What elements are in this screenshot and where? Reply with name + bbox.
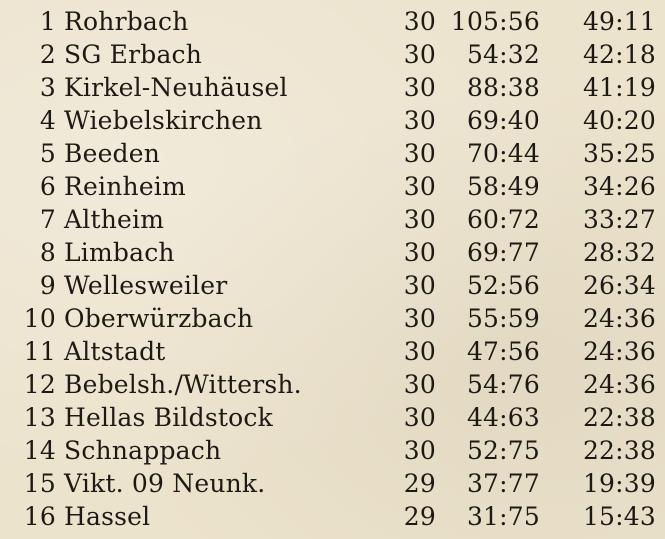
- team-name: Kirkel-Neuhäusel: [64, 73, 288, 102]
- goals: 47:56: [466, 337, 540, 366]
- points: 24:36: [582, 304, 656, 333]
- goals: 54:32: [466, 40, 540, 69]
- team-name: Altheim: [64, 205, 165, 234]
- table-row: 4 Wiebelskirchen 30 69:40 40:20: [0, 104, 665, 137]
- table-row: 11 Altstadt 30 47:56 24:36: [0, 335, 665, 368]
- team-name: Vikt. 09 Neunk.: [64, 469, 266, 498]
- team-name: Hassel: [64, 502, 151, 531]
- points: 15:43: [582, 502, 656, 531]
- table-row: 16 Hassel 29 31:75 15:43: [0, 500, 665, 533]
- rank: 15: [23, 469, 56, 498]
- points: 41:19: [582, 73, 656, 102]
- games-played: 30: [403, 7, 436, 36]
- goals: 88:38: [466, 73, 540, 102]
- team-name: Rohrbach: [64, 7, 189, 36]
- rank: 11: [23, 337, 56, 366]
- table-row: 3 Kirkel-Neuhäusel 30 88:38 41:19: [0, 71, 665, 104]
- team-name: Oberwürzbach: [64, 304, 254, 333]
- table-row: 1 Rohrbach 30 105:56 49:11: [0, 5, 665, 38]
- goals: 58:49: [466, 172, 540, 201]
- games-played: 30: [403, 370, 436, 399]
- points: 26:34: [582, 271, 656, 300]
- games-played: 30: [403, 172, 436, 201]
- table-row: 9 Wellesweiler 30 52:56 26:34: [0, 269, 665, 302]
- rank: 9: [39, 271, 56, 300]
- team-name: Altstadt: [64, 337, 166, 366]
- team-name: Schnappach: [64, 436, 222, 465]
- team-name: Limbach: [64, 238, 175, 267]
- goals: 31:75: [466, 502, 540, 531]
- points: 24:36: [582, 370, 656, 399]
- goals: 55:59: [466, 304, 540, 333]
- table-row: 7 Altheim 30 60:72 33:27: [0, 203, 665, 236]
- table-row: 13 Hellas Bildstock 30 44:63 22:38: [0, 401, 665, 434]
- table-row: 12 Bebelsh./Wittersh. 30 54:76 24:36: [0, 368, 665, 401]
- table-row: 6 Reinheim 30 58:49 34:26: [0, 170, 665, 203]
- games-played: 30: [403, 304, 436, 333]
- team-name: Hellas Bildstock: [64, 403, 273, 432]
- points: 24:36: [582, 337, 656, 366]
- table-row: 5 Beeden 30 70:44 35:25: [0, 137, 665, 170]
- games-played: 30: [403, 403, 436, 432]
- goals: 52:75: [466, 436, 540, 465]
- table-row: 14 Schnappach 30 52:75 22:38: [0, 434, 665, 467]
- games-played: 30: [403, 139, 436, 168]
- games-played: 30: [403, 106, 436, 135]
- rank: 3: [39, 73, 56, 102]
- points: 34:26: [582, 172, 656, 201]
- team-name: Bebelsh./Wittersh.: [64, 370, 302, 399]
- table-row: 15 Vikt. 09 Neunk. 29 37:77 19:39: [0, 467, 665, 500]
- games-played: 30: [403, 205, 436, 234]
- games-played: 30: [403, 238, 436, 267]
- games-played: 29: [403, 469, 436, 498]
- goals: 69:40: [466, 106, 540, 135]
- points: 22:38: [582, 436, 656, 465]
- games-played: 30: [403, 436, 436, 465]
- rank: 16: [23, 502, 56, 531]
- rank: 4: [39, 106, 56, 135]
- table-row: 8 Limbach 30 69:77 28:32: [0, 236, 665, 269]
- points: 49:11: [582, 7, 656, 36]
- table-row: 2 SG Erbach 30 54:32 42:18: [0, 38, 665, 71]
- rank: 13: [23, 403, 56, 432]
- games-played: 29: [403, 502, 436, 531]
- goals: 52:56: [466, 271, 540, 300]
- rank: 14: [23, 436, 56, 465]
- goals: 44:63: [466, 403, 540, 432]
- rank: 6: [39, 172, 56, 201]
- team-name: SG Erbach: [64, 40, 203, 69]
- points: 40:20: [582, 106, 656, 135]
- points: 19:39: [582, 469, 656, 498]
- table-row: 10 Oberwürzbach 30 55:59 24:36: [0, 302, 665, 335]
- rank: 10: [23, 304, 56, 333]
- goals: 37:77: [466, 469, 540, 498]
- goals: 105:56: [450, 7, 540, 36]
- rank: 12: [23, 370, 56, 399]
- goals: 60:72: [466, 205, 540, 234]
- games-played: 30: [403, 73, 436, 102]
- goals: 70:44: [466, 139, 540, 168]
- points: 22:38: [582, 403, 656, 432]
- rank: 5: [39, 139, 56, 168]
- team-name: Wiebelskirchen: [64, 106, 263, 135]
- rank: 7: [39, 205, 56, 234]
- rank: 2: [39, 40, 56, 69]
- goals: 69:77: [466, 238, 540, 267]
- games-played: 30: [403, 40, 436, 69]
- points: 35:25: [582, 139, 656, 168]
- games-played: 30: [403, 337, 436, 366]
- games-played: 30: [403, 271, 436, 300]
- points: 33:27: [582, 205, 656, 234]
- team-name: Wellesweiler: [64, 271, 228, 300]
- team-name: Reinheim: [64, 172, 186, 201]
- rank: 1: [39, 7, 56, 36]
- goals: 54:76: [466, 370, 540, 399]
- rank: 8: [39, 238, 56, 267]
- team-name: Beeden: [64, 139, 161, 168]
- points: 42:18: [582, 40, 656, 69]
- points: 28:32: [582, 238, 656, 267]
